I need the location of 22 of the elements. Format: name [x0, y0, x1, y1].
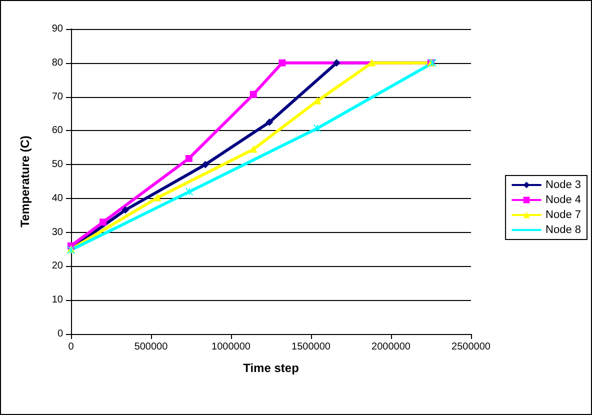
y-tick-label: 50 [52, 159, 64, 170]
x-tick-label: 2000000 [372, 342, 411, 352]
y-tick-label: 40 [52, 192, 64, 204]
x-tick-label: 0 [68, 342, 74, 352]
x-tick-label: 2500000 [452, 342, 491, 352]
y-tick-label: 60 [52, 125, 64, 136]
y-tick-label: 0 [57, 328, 64, 340]
x-tick-label: 500000 [134, 342, 168, 352]
y-tick-label: 10 [52, 294, 64, 306]
y-tick-label: 20 [52, 260, 64, 272]
y-axis-title: Temperature (C) [18, 136, 32, 228]
y-tick-label: 90 [52, 24, 64, 34]
legend-label: Node 3 [546, 179, 582, 191]
y-tick-label: 70 [52, 91, 64, 102]
legend-label: Node 7 [546, 209, 582, 221]
y-tick-label: 30 [52, 226, 64, 238]
legend-label: Node 8 [546, 224, 582, 236]
legend-label: Node 4 [546, 194, 582, 206]
y-tick-label: 80 [52, 57, 64, 68]
x-axis-title: Time step [243, 361, 299, 375]
x-tick-label: 1500000 [292, 342, 331, 352]
x-tick-label: 1000000 [212, 342, 251, 352]
